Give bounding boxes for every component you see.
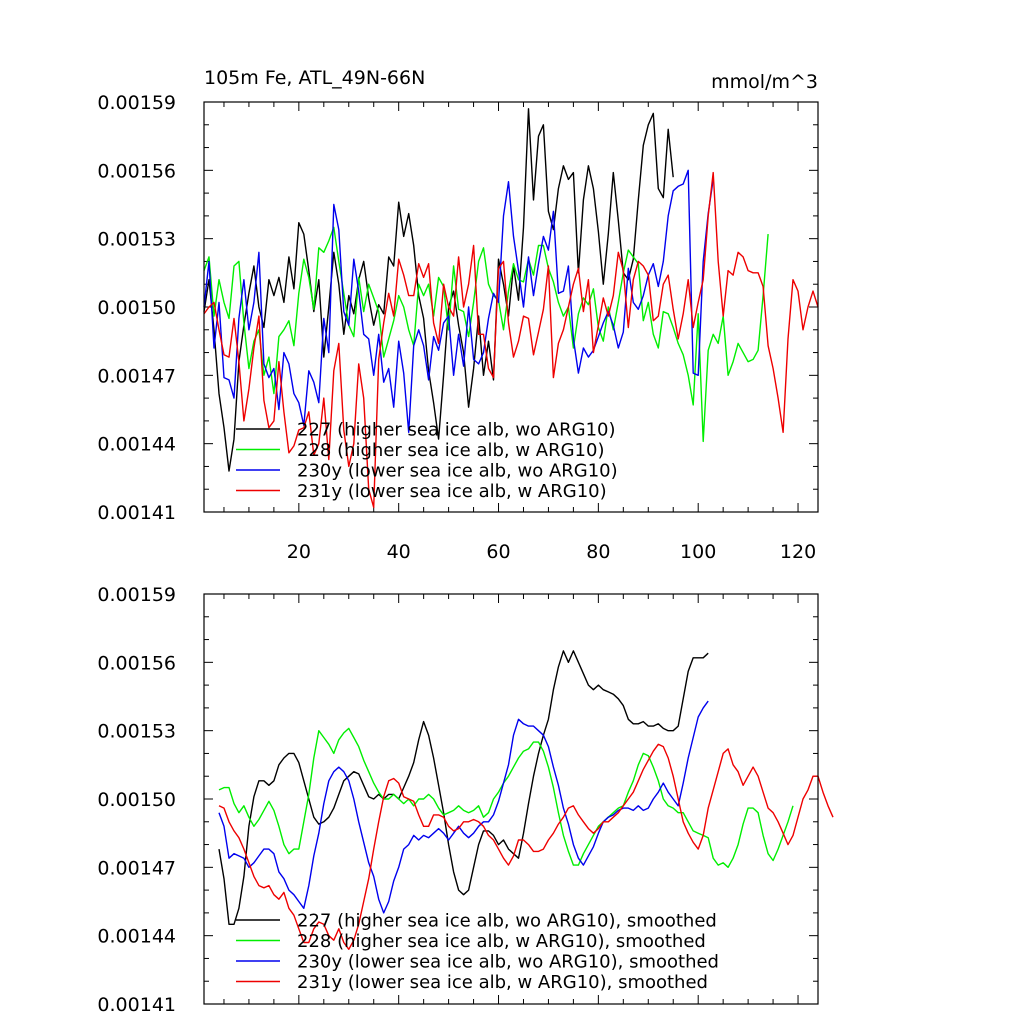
y-tick-label: 0.00153	[97, 721, 176, 743]
y-tick-label: 0.00159	[97, 92, 176, 114]
series-line-3	[203, 169, 714, 433]
series-line-3	[218, 700, 709, 914]
y-tick-label: 0.00144	[97, 926, 176, 948]
series-line-2	[203, 226, 769, 443]
x-tick-label: 120	[780, 541, 816, 563]
units-label: mmol/m^3	[711, 71, 818, 93]
legend-label: 231y (lower sea ice alb, w ARG10), smoot…	[297, 972, 708, 993]
series-line-1	[203, 108, 674, 472]
legend-label: 231y (lower sea ice alb, w ARG10)	[297, 481, 607, 502]
x-tick-label: 40	[387, 541, 411, 563]
series-line-2	[218, 727, 794, 868]
x-tick-label: 80	[586, 541, 610, 563]
x-tick-label: 60	[486, 541, 510, 563]
y-tick-label: 0.00159	[97, 584, 176, 606]
y-tick-label: 0.00150	[97, 789, 176, 811]
y-tick-label: 0.00150	[97, 297, 176, 319]
series-line-4	[203, 171, 819, 509]
y-tick-label: 0.00141	[97, 994, 176, 1016]
legend-label: 227 (higher sea ice alb, wo ARG10)	[297, 420, 616, 441]
bottom-panel: 0.00141 0.00144 0.00147 0.00150 0.00153 0.001…	[97, 584, 834, 1016]
y-tick-label: 0.00144	[97, 434, 176, 456]
legend-label: 228 (higher sea ice alb, w ARG10)	[297, 440, 604, 461]
y-tick-label: 0.00141	[97, 502, 176, 524]
y-tick-label: 0.00147	[97, 365, 176, 387]
x-tick-label: 100	[680, 541, 716, 563]
y-tick-label: 0.00156	[97, 160, 176, 182]
legend-label: 230y (lower sea ice alb, wo ARG10), smoo…	[297, 952, 719, 973]
plot-frame	[203, 101, 819, 513]
top-panel: 105m Fe, ATL_49N-66N mmol/m^3 0.00141 0.0…	[97, 67, 819, 563]
legend-label: 230y (lower sea ice alb, wo ARG10)	[297, 461, 618, 482]
series-line-1	[218, 650, 709, 925]
plot-frame	[203, 593, 819, 1005]
y-tick-label: 0.00153	[97, 229, 176, 251]
series-line-4	[218, 743, 834, 950]
legend-label: 227 (higher sea ice alb, wo ARG10), smoo…	[297, 911, 717, 932]
legend-label: 228 (higher sea ice alb, w ARG10), smoot…	[297, 931, 706, 952]
y-tick-label: 0.00147	[97, 857, 176, 879]
chart-title: 105m Fe, ATL_49N-66N	[204, 67, 425, 89]
x-tick-label: 20	[287, 541, 311, 563]
y-tick-label: 0.00156	[97, 652, 176, 674]
